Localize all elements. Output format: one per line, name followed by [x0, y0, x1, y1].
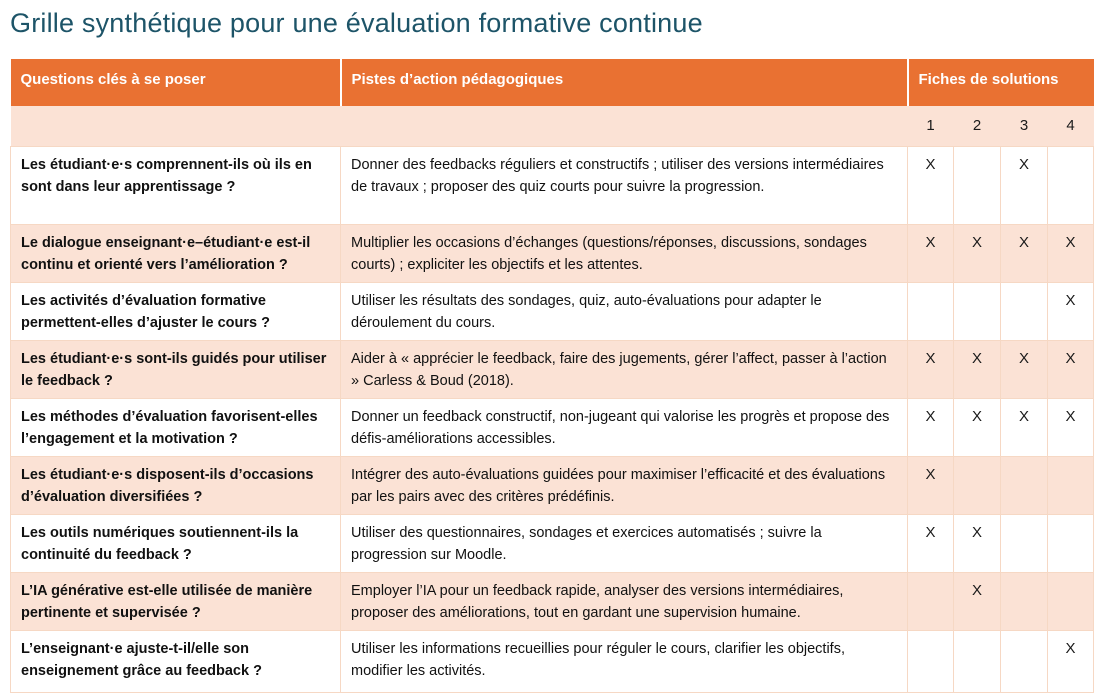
table-row: Le dialogue enseignant·e–étudiant·e est-…	[10, 224, 1095, 283]
solution-mark-1: X	[907, 456, 954, 515]
question-cell: Les étudiant·e·s comprennent-ils où ils …	[10, 146, 341, 225]
question-cell: Les méthodes d’évaluation favorisent-ell…	[10, 398, 341, 457]
solution-mark-1: X	[907, 224, 954, 283]
solution-mark-1: X	[907, 146, 954, 225]
subheader-empty	[10, 106, 341, 147]
solution-mark-4: X	[1046, 224, 1095, 283]
solution-mark-1: X	[907, 514, 954, 573]
solution-mark-4: X	[1046, 282, 1095, 341]
action-cell: Donner un feedback constructif, non-juge…	[340, 398, 908, 457]
solution-mark-4	[1046, 146, 1095, 225]
table-row: Les méthodes d’évaluation favorisent-ell…	[10, 398, 1095, 457]
table-row: L’IA générative est-elle utilisée de man…	[10, 572, 1095, 631]
solution-mark-1	[907, 630, 954, 693]
solution-mark-3	[1000, 456, 1048, 515]
solution-mark-3: X	[1000, 398, 1048, 457]
solution-mark-4	[1046, 456, 1095, 515]
table-row: Les outils numériques soutiennent-ils la…	[10, 514, 1095, 573]
solution-mark-4: X	[1046, 398, 1095, 457]
solution-mark-3: X	[1000, 146, 1048, 225]
action-cell: Utiliser les résultats des sondages, qui…	[340, 282, 908, 341]
question-cell: Les étudiant·e·s disposent-ils d’occasio…	[10, 456, 341, 515]
question-cell: Le dialogue enseignant·e–étudiant·e est-…	[10, 224, 341, 283]
solution-mark-4: X	[1046, 340, 1095, 399]
solution-mark-2	[953, 630, 1001, 693]
solution-mark-2	[953, 456, 1001, 515]
header-questions: Questions clés à se poser	[10, 59, 342, 106]
question-cell: Les outils numériques soutiennent-ils la…	[10, 514, 341, 573]
evaluation-grid-table: Questions clés à se poser Pistes d’actio…	[10, 59, 1095, 693]
solution-mark-2: X	[953, 514, 1001, 573]
solution-column-2: 2	[953, 106, 1001, 147]
action-cell: Donner des feedbacks réguliers et constr…	[340, 146, 908, 225]
solution-mark-1: X	[907, 398, 954, 457]
table-row: Les étudiant·e·s comprennent-ils où ils …	[10, 146, 1095, 225]
action-cell: Utiliser les informations recueillies po…	[340, 630, 908, 693]
solution-column-4: 4	[1047, 106, 1094, 147]
solution-mark-3: X	[1000, 340, 1048, 399]
solution-mark-2: X	[953, 340, 1001, 399]
table-row: L’enseignant·e ajuste-t-il/elle son ense…	[10, 630, 1095, 693]
solution-mark-1: X	[907, 340, 954, 399]
action-cell: Aider à « apprécier le feedback, faire d…	[340, 340, 908, 399]
header-pistes: Pistes d’action pédagogiques	[340, 59, 909, 106]
solution-column-3: 3	[1000, 106, 1048, 147]
action-cell: Multiplier les occasions d’échanges (que…	[340, 224, 908, 283]
action-cell: Utiliser des questionnaires, sondages et…	[340, 514, 908, 573]
solution-mark-3	[1000, 572, 1048, 631]
subheader-empty	[340, 106, 908, 147]
solution-mark-4	[1046, 572, 1095, 631]
solution-mark-4	[1046, 514, 1095, 573]
solution-mark-3: X	[1000, 224, 1048, 283]
solution-mark-3	[1000, 514, 1048, 573]
solution-mark-2: X	[953, 224, 1001, 283]
solution-mark-1	[907, 282, 954, 341]
page-title: Grille synthétique pour une évaluation f…	[10, 8, 703, 38]
solution-mark-2	[953, 146, 1001, 225]
header-fiches: Fiches de solutions	[907, 59, 1094, 106]
solution-mark-3	[1000, 630, 1048, 693]
grid-body: Les étudiant·e·s comprennent-ils où ils …	[10, 146, 1095, 693]
solution-mark-2: X	[953, 572, 1001, 631]
question-cell: Les étudiant·e·s sont-ils guidés pour ut…	[10, 340, 341, 399]
table-row: Les étudiant·e·s disposent-ils d’occasio…	[10, 456, 1095, 515]
solution-mark-4: X	[1046, 630, 1095, 693]
table-row: Les activités d’évaluation formative per…	[10, 282, 1095, 341]
solution-column-1: 1	[907, 106, 954, 147]
header-row: Questions clés à se poser Pistes d’actio…	[10, 59, 1094, 106]
table-row: Les étudiant·e·s sont-ils guidés pour ut…	[10, 340, 1095, 399]
question-cell: Les activités d’évaluation formative per…	[10, 282, 341, 341]
action-cell: Employer l’IA pour un feedback rapide, a…	[340, 572, 908, 631]
question-cell: L’IA générative est-elle utilisée de man…	[10, 572, 341, 631]
action-cell: Intégrer des auto-évaluations guidées po…	[340, 456, 908, 515]
solution-mark-3	[1000, 282, 1048, 341]
solution-mark-2: X	[953, 398, 1001, 457]
solution-mark-1	[907, 572, 954, 631]
question-cell: L’enseignant·e ajuste-t-il/elle son ense…	[10, 630, 341, 693]
solution-numbers-row: 1 2 3 4	[10, 106, 1094, 147]
solution-mark-2	[953, 282, 1001, 341]
